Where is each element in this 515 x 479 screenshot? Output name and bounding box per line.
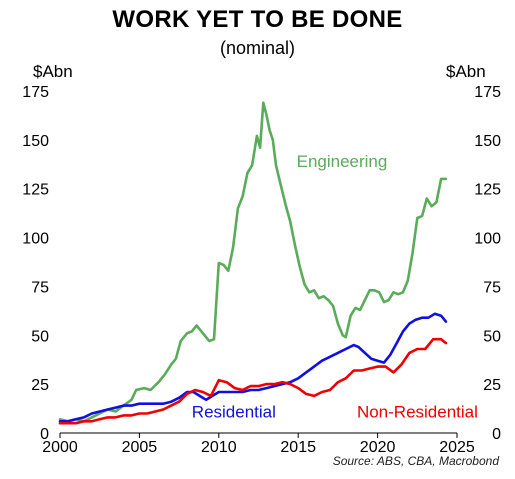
y-tick-label-left: 175 [22,84,49,101]
y-tick-label-left: 25 [31,377,49,394]
x-tick-label: 2025 [439,439,475,456]
y-tick-label-left: 75 [31,279,49,296]
series-line-residential [58,312,448,423]
x-tick-label: 2010 [201,439,237,456]
y-tick-label-left: 100 [22,231,49,248]
chart-subtitle: (nominal) [219,38,296,58]
series-line-engineering [58,101,448,423]
series-line-non-residential [58,337,448,425]
series-label-non-residential: Non-Residential [357,402,478,421]
y-tick-label-right: 75 [483,279,501,296]
left-axis-unit: $Abn [33,62,73,81]
x-tick-label: 2005 [122,439,158,456]
source-note: Source: ABS, CBA, Macrobond [332,454,499,468]
x-tick-label: 2015 [280,439,316,456]
y-tick-label-right: 0 [492,426,501,443]
x-tick-label: 2000 [42,439,78,456]
y-tick-label-left: 50 [31,328,49,345]
y-tick-label-right: 150 [474,133,501,150]
chart-title: WORK YET TO BE DONE [112,6,403,33]
y-tick-label-left: 150 [22,133,49,150]
right-axis-unit: $Abn [446,62,486,81]
y-tick-label-right: 125 [474,182,501,199]
y-tick-label-right: 100 [474,231,501,248]
y-tick-label-right: 25 [483,377,501,394]
y-tick-label-right: 175 [474,84,501,101]
y-tick-label-right: 50 [483,328,501,345]
y-tick-label-left: 0 [40,426,49,443]
series-label-engineering: Engineering [297,152,388,171]
series-label-residential: Residential [192,402,276,421]
x-tick-label: 2020 [360,439,396,456]
y-tick-label-left: 125 [22,182,49,199]
